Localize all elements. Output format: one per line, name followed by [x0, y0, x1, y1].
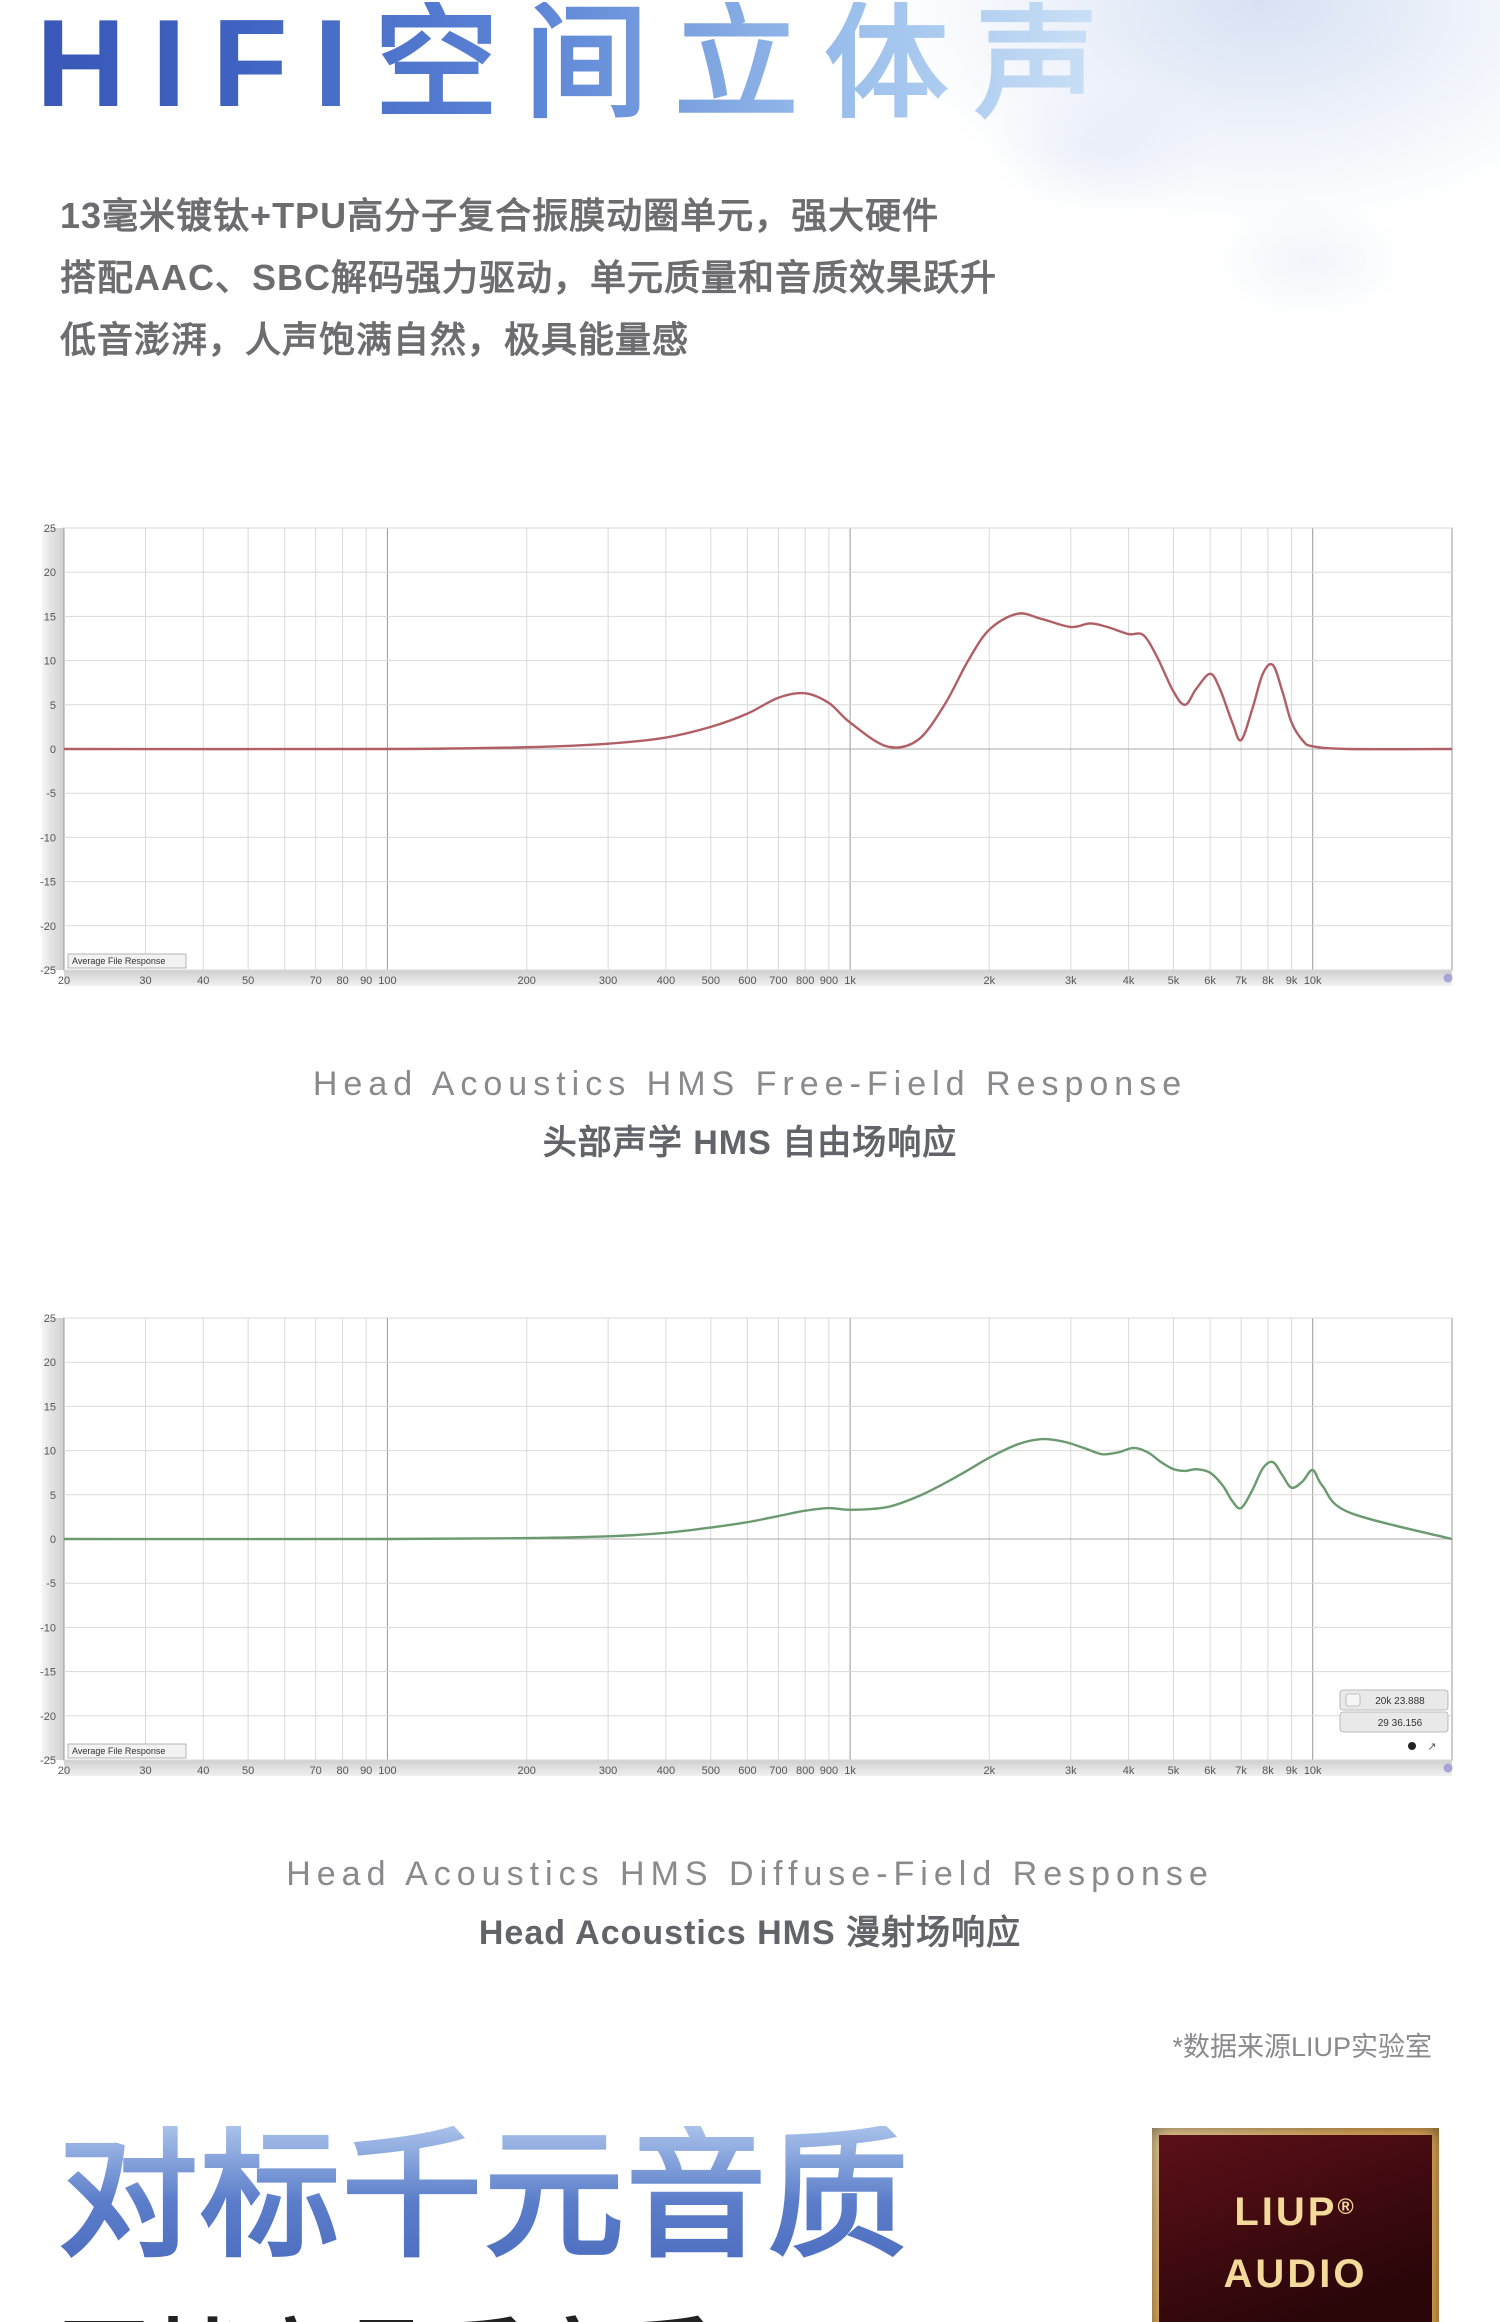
svg-text:20: 20: [44, 1357, 56, 1369]
svg-text:0: 0: [50, 1534, 56, 1546]
svg-text:90: 90: [360, 975, 372, 987]
svg-text:20k 23.888: 20k 23.888: [1375, 1696, 1425, 1707]
svg-text:30: 30: [139, 975, 151, 987]
svg-text:5k: 5k: [1168, 975, 1180, 987]
svg-text:200: 200: [518, 975, 536, 987]
svg-text:29 36.156: 29 36.156: [1378, 1718, 1423, 1729]
svg-text:40: 40: [197, 1765, 209, 1777]
svg-text:8k: 8k: [1262, 975, 1274, 987]
svg-text:9k: 9k: [1286, 1765, 1298, 1777]
svg-text:-10: -10: [40, 832, 56, 844]
svg-text:200: 200: [518, 1765, 536, 1777]
svg-text:9k: 9k: [1286, 975, 1298, 987]
svg-text:Average File Response: Average File Response: [72, 956, 165, 966]
svg-text:5: 5: [50, 1490, 56, 1502]
svg-text:1k: 1k: [844, 975, 856, 987]
svg-text:5k: 5k: [1168, 1765, 1180, 1777]
svg-text:3k: 3k: [1065, 975, 1077, 987]
svg-text:1k: 1k: [844, 1765, 856, 1777]
svg-text:25: 25: [44, 523, 56, 535]
svg-text:20: 20: [58, 1765, 70, 1777]
svg-text:4k: 4k: [1123, 975, 1135, 987]
svg-text:7k: 7k: [1235, 975, 1247, 987]
svg-text:70: 70: [310, 1765, 322, 1777]
svg-text:-5: -5: [46, 1578, 56, 1590]
svg-text:25: 25: [44, 1313, 56, 1325]
svg-text:2k: 2k: [983, 1765, 995, 1777]
svg-text:3k: 3k: [1065, 1765, 1077, 1777]
svg-text:900: 900: [820, 1765, 838, 1777]
svg-text:300: 300: [599, 975, 617, 987]
svg-text:800: 800: [796, 1765, 814, 1777]
svg-text:500: 500: [702, 1765, 720, 1777]
svg-text:4k: 4k: [1123, 1765, 1135, 1777]
svg-text:5: 5: [50, 700, 56, 712]
svg-text:15: 15: [44, 1401, 56, 1413]
svg-text:50: 50: [242, 1765, 254, 1777]
svg-text:6k: 6k: [1204, 1765, 1216, 1777]
svg-text:700: 700: [769, 1765, 787, 1777]
svg-text:-20: -20: [40, 1711, 56, 1723]
svg-text:800: 800: [796, 975, 814, 987]
svg-text:7k: 7k: [1235, 1765, 1247, 1777]
svg-text:80: 80: [336, 975, 348, 987]
svg-text:80: 80: [336, 1765, 348, 1777]
svg-text:600: 600: [738, 975, 756, 987]
svg-text:-15: -15: [40, 1667, 56, 1679]
svg-text:400: 400: [657, 1765, 675, 1777]
svg-text:-20: -20: [40, 921, 56, 933]
svg-text:-10: -10: [40, 1622, 56, 1634]
svg-text:-5: -5: [46, 788, 56, 800]
svg-text:↗: ↗: [1427, 1741, 1436, 1753]
svg-text:-25: -25: [40, 1755, 56, 1767]
svg-text:500: 500: [702, 975, 720, 987]
svg-text:70: 70: [310, 975, 322, 987]
svg-text:20: 20: [58, 975, 70, 987]
svg-text:-25: -25: [40, 965, 56, 977]
svg-text:Average File Response: Average File Response: [72, 1746, 165, 1756]
svg-text:6k: 6k: [1204, 975, 1216, 987]
svg-text:10: 10: [44, 1446, 56, 1458]
svg-text:50: 50: [242, 975, 254, 987]
svg-text:2k: 2k: [983, 975, 995, 987]
svg-text:700: 700: [769, 975, 787, 987]
svg-text:10k: 10k: [1304, 975, 1322, 987]
svg-text:20: 20: [44, 567, 56, 579]
svg-text:400: 400: [657, 975, 675, 987]
svg-text:10k: 10k: [1304, 1765, 1322, 1777]
svg-text:900: 900: [820, 975, 838, 987]
svg-text:10: 10: [44, 656, 56, 668]
svg-text:90: 90: [360, 1765, 372, 1777]
svg-text:100: 100: [378, 1765, 396, 1777]
svg-text:300: 300: [599, 1765, 617, 1777]
svg-text:0: 0: [50, 744, 56, 756]
svg-text:8k: 8k: [1262, 1765, 1274, 1777]
svg-text:30: 30: [139, 1765, 151, 1777]
svg-text:15: 15: [44, 611, 56, 623]
svg-text:100: 100: [378, 975, 396, 987]
svg-text:600: 600: [738, 1765, 756, 1777]
svg-text:-15: -15: [40, 877, 56, 889]
svg-text:40: 40: [197, 975, 209, 987]
